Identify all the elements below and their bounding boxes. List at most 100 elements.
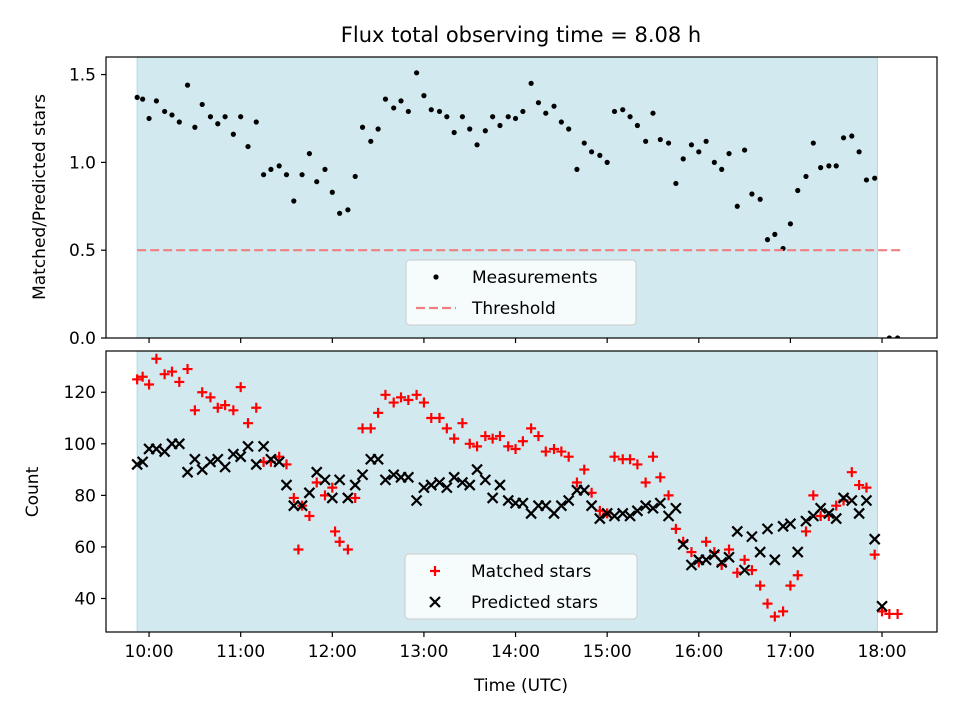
matched-stars-point	[151, 353, 162, 364]
measurements-point	[405, 108, 411, 115]
matched-stars-point	[800, 526, 811, 537]
measurements-point	[818, 165, 824, 171]
predicted-stars-point	[715, 556, 728, 569]
measurements-point	[490, 114, 496, 120]
measurements-point	[803, 173, 809, 180]
matched-stars-point	[350, 492, 361, 503]
measurements-point	[680, 156, 686, 162]
predicted-stars-point	[746, 530, 758, 543]
matched-stars-point	[778, 606, 789, 617]
measurements-point	[673, 180, 679, 187]
predicted-stars-point	[456, 476, 469, 489]
matched-stars-point	[373, 407, 384, 418]
predicted-stars-point	[754, 546, 766, 558]
predicted-stars-point	[823, 507, 835, 520]
predicted-stars-point	[837, 492, 850, 504]
predicted-stars-point	[227, 448, 240, 460]
measurements-point	[329, 189, 335, 195]
predicted-stars-point	[853, 507, 865, 520]
predicted-stars-point	[723, 551, 735, 564]
measurements-point	[551, 103, 557, 109]
y-tick-label: 0.5	[69, 241, 96, 261]
matched-stars-point	[441, 423, 452, 434]
measurements-point	[352, 173, 358, 180]
predicted-stars-point	[624, 510, 636, 522]
legend-matched-stars-label: Matched stars	[471, 562, 591, 582]
measurements-point	[153, 98, 159, 104]
measurements-point	[726, 150, 732, 157]
y-tick-label: 40	[74, 589, 96, 609]
x-tick-label: 11:00	[216, 642, 265, 662]
matched-stars-point	[235, 382, 246, 393]
y-tick-label: 1.5	[69, 66, 96, 86]
matched-stars-point	[182, 364, 193, 375]
x-tick-label: 10:00	[125, 642, 174, 662]
matched-stars-point	[365, 423, 376, 434]
measurements-point	[741, 147, 748, 153]
measurements-series	[134, 70, 901, 338]
measurements-point	[146, 115, 152, 122]
matched-stars-point	[396, 392, 407, 403]
predicted-stars-point	[860, 494, 873, 507]
measurements-point	[512, 115, 519, 122]
matched-stars-point	[739, 554, 750, 565]
predicted-stars-point	[585, 499, 598, 512]
legend: Measurements Threshold	[405, 259, 637, 326]
predicted-stars-point	[685, 559, 698, 571]
predicted-stars-point	[594, 512, 606, 525]
predicted-stars-point	[410, 494, 423, 507]
matched-stars-point	[892, 608, 903, 619]
measurements-point	[772, 231, 778, 237]
predicted-stars-point	[777, 520, 789, 533]
measurements-point	[245, 143, 251, 150]
top-y-axis-label: Matched/Predicted stars	[30, 94, 50, 300]
matched-stars-point	[724, 544, 735, 555]
measurements-point	[451, 129, 457, 136]
matched-stars-point	[494, 431, 505, 442]
matched-stars-point	[334, 536, 345, 547]
measurements-point	[711, 159, 717, 165]
measurements-point	[886, 335, 892, 338]
matched-stars-point	[640, 477, 651, 488]
predicted-stars-point	[463, 479, 476, 491]
predicted-stars-point	[303, 487, 316, 499]
predicted-stars-point	[150, 443, 163, 455]
predicted-stars-point	[257, 440, 270, 453]
matched-stars-point	[166, 366, 177, 377]
legend-measurements-swatch	[433, 274, 439, 280]
measurements-point	[276, 163, 282, 169]
measurements-point	[222, 114, 228, 120]
predicted-stars-point	[173, 438, 186, 450]
matched-stars-point	[189, 405, 200, 416]
predicted-stars-point	[204, 456, 217, 468]
measurements-point	[597, 152, 603, 158]
predicted-stars-point	[486, 492, 499, 504]
measurements-point	[810, 140, 816, 146]
measurements-point	[299, 172, 305, 178]
matched-stars-point	[655, 472, 666, 483]
chart-title: Flux total observing time = 8.08 h	[341, 23, 701, 47]
predicted-stars-point	[830, 512, 842, 525]
measurements-point	[444, 114, 450, 120]
predicted-stars-series	[131, 438, 888, 612]
matched-stars-point	[418, 397, 429, 408]
measurements-point	[757, 196, 763, 202]
predicted-stars-point	[333, 474, 346, 486]
legend: Matched stars Predicted stars	[404, 553, 638, 620]
x-axis-label: Time (UTC)	[473, 676, 568, 696]
measurements-point	[268, 166, 274, 172]
matched-stars-point	[403, 394, 414, 405]
measurements-point	[787, 221, 794, 227]
matched-stars-point	[472, 441, 483, 452]
predicted-stars-point	[784, 517, 797, 530]
matched-stars-point	[342, 544, 353, 555]
x-tick-label: 13:00	[399, 642, 448, 662]
measurements-point	[207, 114, 214, 120]
matched-stars-point	[625, 454, 636, 465]
matched-stars-point	[480, 431, 491, 442]
y-tick-label: 1.0	[69, 153, 96, 173]
measurements-point	[650, 110, 656, 116]
measurements-point	[192, 124, 198, 130]
predicted-stars-point	[654, 497, 667, 509]
predicted-stars-point	[479, 474, 492, 486]
